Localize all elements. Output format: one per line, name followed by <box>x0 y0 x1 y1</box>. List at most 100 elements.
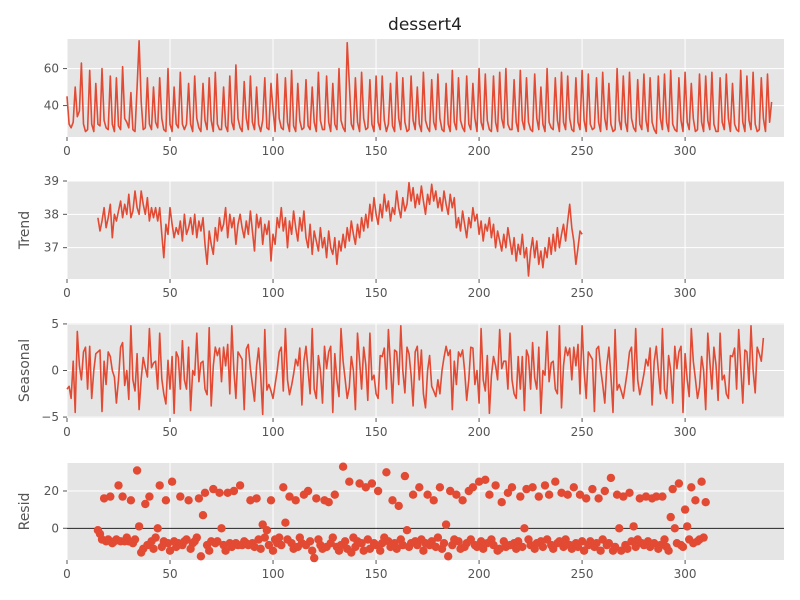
resid-point <box>610 542 620 552</box>
resid-point <box>192 533 201 542</box>
resid-point <box>285 492 294 501</box>
resid-x-tick-label: 50 <box>162 567 177 581</box>
trend-x-tick-label: 200 <box>468 286 491 300</box>
resid-point <box>262 526 272 535</box>
resid-point <box>134 522 144 531</box>
resid-point <box>221 546 230 555</box>
observed-x-tick-label: 300 <box>674 144 697 158</box>
resid-point <box>674 479 684 488</box>
resid-point <box>544 490 554 499</box>
observed-x-tick-label: 200 <box>468 144 491 158</box>
resid-point <box>305 537 315 546</box>
resid-point <box>701 498 710 507</box>
trend-x-tick-label: 0 <box>63 286 71 300</box>
resid-point <box>291 496 300 505</box>
resid-point <box>235 481 245 490</box>
resid-point <box>668 484 677 494</box>
seasonal-ylabel: Seasonal <box>17 339 33 402</box>
resid-point <box>691 496 700 505</box>
resid-point <box>275 533 284 542</box>
resid-point <box>200 488 210 497</box>
resid-point <box>229 486 239 496</box>
trend-panel: 0 50 100 150 200 250 300 37 38 39 Trend <box>17 174 784 300</box>
resid-x-tick-label: 300 <box>674 567 697 581</box>
resid-point <box>394 501 403 511</box>
resid-point <box>569 483 578 492</box>
resid-point <box>182 535 191 544</box>
resid-y-tick-label: 20 <box>44 484 59 498</box>
resid-point <box>588 484 597 494</box>
resid-point <box>670 524 679 533</box>
resid-point <box>516 492 525 501</box>
resid-point <box>130 535 140 544</box>
resid-point <box>582 494 591 503</box>
resid-point <box>155 481 164 490</box>
resid-point <box>268 546 278 555</box>
seasonal-y-tick-label: 5 <box>51 317 59 331</box>
resid-point <box>699 533 708 542</box>
figure-title: dessert4 <box>388 15 462 35</box>
resid-point <box>388 496 397 505</box>
resid-point <box>481 475 490 484</box>
seasonal-x-tick-label: 300 <box>674 425 697 439</box>
resid-point <box>629 522 638 531</box>
observed-x-tick-label: 150 <box>365 144 388 158</box>
resid-point <box>520 524 529 533</box>
resid-point <box>415 483 424 492</box>
resid-point <box>441 520 451 529</box>
resid-point <box>126 496 136 505</box>
resid-point <box>592 539 601 548</box>
resid-point <box>338 462 348 471</box>
seasonal-x-tick-label: 50 <box>162 425 177 439</box>
observed-series-line <box>66 39 773 135</box>
resid-point <box>198 511 208 520</box>
resid-point <box>215 488 224 497</box>
resid-point <box>664 546 673 555</box>
resid-point <box>217 524 226 533</box>
resid-point <box>666 512 675 522</box>
resid-point <box>615 524 624 533</box>
observed-y-tick-label: 40 <box>44 99 59 113</box>
observed-x-tick-label: 100 <box>262 144 285 158</box>
resid-x-tick-label: 150 <box>365 567 388 581</box>
resid-point <box>528 483 537 492</box>
resid-point <box>680 505 690 514</box>
resid-point <box>452 490 461 499</box>
trend-x-tick-label: 100 <box>262 286 285 300</box>
seasonal-x-tick-label: 100 <box>262 425 285 439</box>
observed-x-tick-label: 0 <box>63 144 71 158</box>
resid-point <box>600 486 609 496</box>
resid-point <box>454 537 463 546</box>
resid-point <box>167 477 177 486</box>
resid-point <box>114 481 123 490</box>
observed-x-tick-label: 250 <box>571 144 594 158</box>
resid-point <box>631 542 640 552</box>
resid-point <box>312 494 321 503</box>
resid-point <box>625 488 634 497</box>
resid-point <box>485 490 494 499</box>
resid-point <box>392 544 401 553</box>
resid-point <box>619 492 628 501</box>
resid-point <box>367 479 377 488</box>
resid-point <box>468 483 478 492</box>
resid-point <box>324 498 333 507</box>
resid-point <box>429 496 438 505</box>
resid-point <box>660 535 669 544</box>
seasonal-series-line <box>66 324 765 416</box>
resid-point <box>408 490 418 499</box>
resid-point <box>340 537 350 546</box>
trend-x-tick-label: 300 <box>674 286 697 300</box>
resid-point <box>577 537 587 546</box>
resid-point <box>652 492 661 501</box>
resid-point <box>303 486 313 496</box>
resid-point <box>345 477 354 486</box>
seasonal-x-tick-label: 150 <box>365 425 388 439</box>
seasonal-y-tick-label: 0 <box>51 364 59 378</box>
resid-point <box>161 496 171 505</box>
resid-point <box>697 477 706 486</box>
resid-point <box>658 492 667 501</box>
observed-panel: 0 50 100 150 200 250 300 40 60 <box>44 39 784 158</box>
resid-x-tick-label: 0 <box>63 567 71 581</box>
resid-point <box>376 546 385 555</box>
